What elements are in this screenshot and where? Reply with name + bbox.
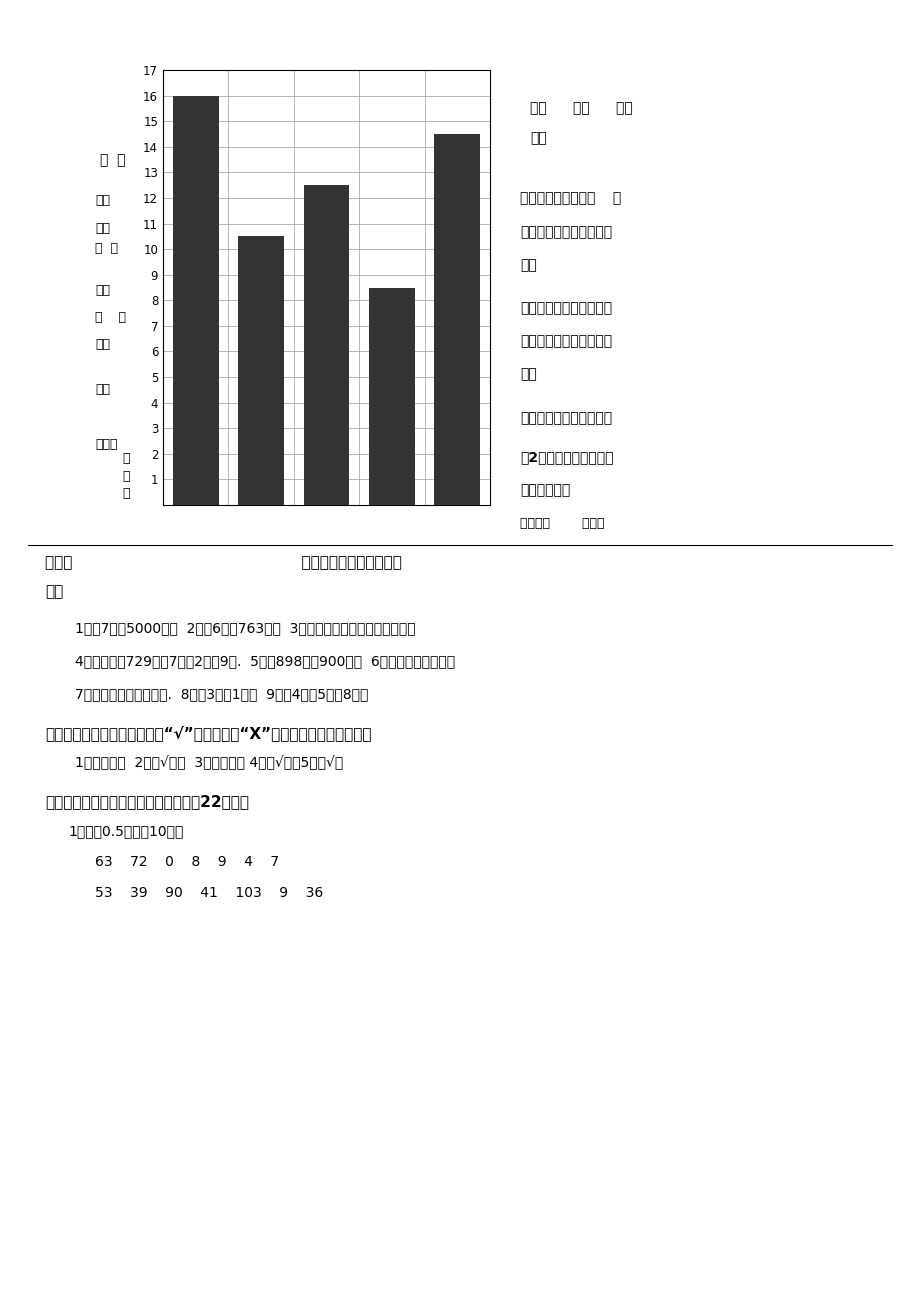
Bar xyxy=(369,288,414,505)
Text: 喜欢数学的是喜欢音乐的: 喜欢数学的是喜欢音乐的 xyxy=(519,225,611,240)
Text: 二（三）班一共有（    ）: 二（三）班一共有（ ） xyxy=(519,191,620,204)
Text: 人。: 人。 xyxy=(95,221,110,234)
Text: ３、: ３、 xyxy=(95,384,110,397)
Text: 数学      语文      体育: 数学 语文 体育 xyxy=(529,102,632,115)
Text: 人，喜欢数学的比语文的: 人，喜欢数学的比语文的 xyxy=(519,335,611,348)
Text: 1、（Ｘ）。  2、（√）。  3、（Ｘ）。 4、（√）。5、（√）: 1、（Ｘ）。 2、（√）。 3、（Ｘ）。 4、（√）。5、（√） xyxy=(75,755,343,771)
Bar xyxy=(303,185,349,505)
Text: 自己提一个问题，并解答: 自己提一个问题，并解答 xyxy=(519,411,611,424)
Text: 出来。: 出来。 xyxy=(95,439,118,452)
Text: 分: 分 xyxy=(122,470,130,483)
Text: 准及参考答案: 准及参考答案 xyxy=(519,483,570,497)
Text: 一、我                                               会填（每空１分，共２５: 一、我 会填（每空１分，共２５ xyxy=(45,556,402,570)
Text: 人。: 人。 xyxy=(519,367,536,381)
Text: ２、: ２、 xyxy=(95,284,110,297)
Bar xyxy=(238,237,284,505)
Text: １、: １、 xyxy=(95,194,110,207)
Bar xyxy=(434,134,480,505)
Text: 分）: 分） xyxy=(45,585,63,599)
Text: （    ）: （ ） xyxy=(95,311,126,324)
Text: 7、（对）（四）（直）.  8、（3）（1）。  9、（4）（5）（8）。: 7、（对）（四）（直）. 8、（3）（1）。 9、（4）（5）（8）。 xyxy=(75,687,368,700)
Text: 学2年级数学期末检测评: 学2年级数学期末检测评 xyxy=(519,450,613,464)
Text: 53    39    90    41    103    9    36: 53 39 90 41 103 9 36 xyxy=(95,885,323,900)
Text: 1、（7）（5000）。  2、（6）（763）。  3、（七）（八）（七）（八）。: 1、（7）（5000）。 2、（6）（763）。 3、（七）（八）（七）（八）。 xyxy=(75,621,415,635)
Text: 美术: 美术 xyxy=(529,132,546,145)
Text: 63    72    0    8    9    4    7: 63 72 0 8 9 4 7 xyxy=(95,855,278,868)
Text: 二、请你当小法官，正确的打“√”，错误的打“X”（每小题１分，共５分）: 二、请你当小法官，正确的打“√”，错误的打“X”（每小题１分，共５分） xyxy=(45,725,371,741)
Text: 喜欢语文和体育的一共有: 喜欢语文和体育的一共有 xyxy=(519,301,611,315)
Text: 倍。: 倍。 xyxy=(519,258,536,272)
Text: 三、我是计算小能手！要细心哦！（八22分。）: 三、我是计算小能手！要细心哦！（八22分。） xyxy=(45,794,249,810)
Text: 音  乐: 音 乐 xyxy=(100,154,125,167)
Bar xyxy=(173,95,219,505)
Text: 永济小学        韩建卿: 永济小学 韩建卿 xyxy=(519,517,604,530)
Text: 小: 小 xyxy=(122,452,130,465)
Text: 1、每题0.5分，全10分。: 1、每题0.5分，全10分。 xyxy=(68,824,183,838)
Text: 标: 标 xyxy=(122,487,130,500)
Text: 4、（三）（729）（7）（2）（9）.  5、（898）（900）。  6、（千克）（克）。: 4、（三）（729）（7）（2）（9）. 5、（898）（900）。 6、（千克… xyxy=(75,654,455,668)
Text: 多（: 多（ xyxy=(95,337,110,350)
Text: （  ）: （ ） xyxy=(95,241,118,254)
